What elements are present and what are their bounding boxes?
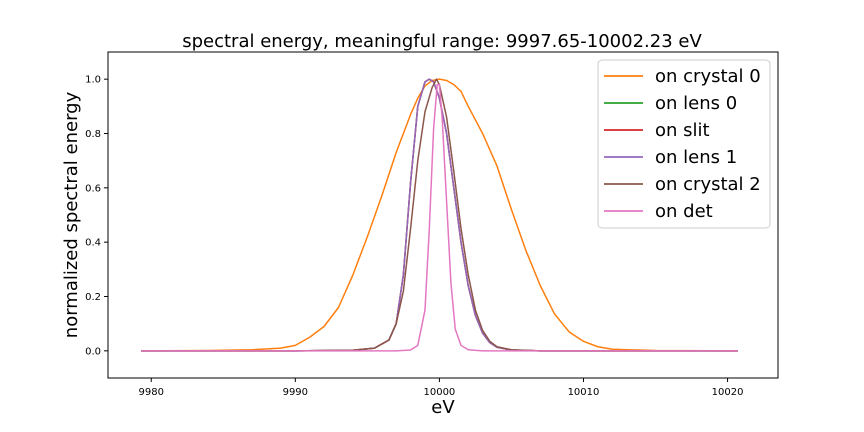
- legend-box: [597, 59, 771, 229]
- x-axis: 9980 9990 10000 10010 10020: [138, 378, 743, 398]
- x-tick-label: 9980: [138, 387, 163, 398]
- legend-label: on slit: [655, 120, 710, 141]
- y-tick-label: 0.2: [85, 292, 101, 303]
- y-tick-label: 0.6: [85, 183, 101, 194]
- x-tick-label: 10010: [568, 387, 600, 398]
- series-line-5: [141, 83, 738, 352]
- y-axis-label: normalized spectral energy: [61, 91, 82, 338]
- x-tick-label: 10020: [712, 387, 744, 398]
- legend-label: on crystal 0: [655, 66, 761, 87]
- y-tick-label: 0.8: [85, 129, 101, 140]
- x-tick-label: 10000: [423, 387, 455, 398]
- plot-frame: [107, 51, 779, 379]
- chart-title: spectral energy, meaningful range: 9997.…: [182, 31, 702, 52]
- y-tick-label: 0.4: [85, 238, 101, 249]
- series-line-0: [141, 78, 738, 352]
- x-axis-label: eV: [431, 397, 455, 418]
- y-tick-label: 1.0: [85, 75, 101, 86]
- y-tick-label: 0.0: [85, 346, 101, 357]
- legend-label: on lens 1: [655, 147, 737, 168]
- x-tick-label: 9990: [283, 387, 308, 398]
- legend-label: on lens 0: [655, 93, 737, 114]
- y-axis: 0.0 0.2 0.4 0.6 0.8 1.0: [85, 75, 108, 357]
- plot-area: [141, 78, 738, 352]
- legend: on crystal 0 on lens 0 on slit on lens 1 on …: [597, 59, 771, 229]
- legend-label: on det: [655, 201, 713, 222]
- legend-label: on crystal 2: [655, 174, 761, 195]
